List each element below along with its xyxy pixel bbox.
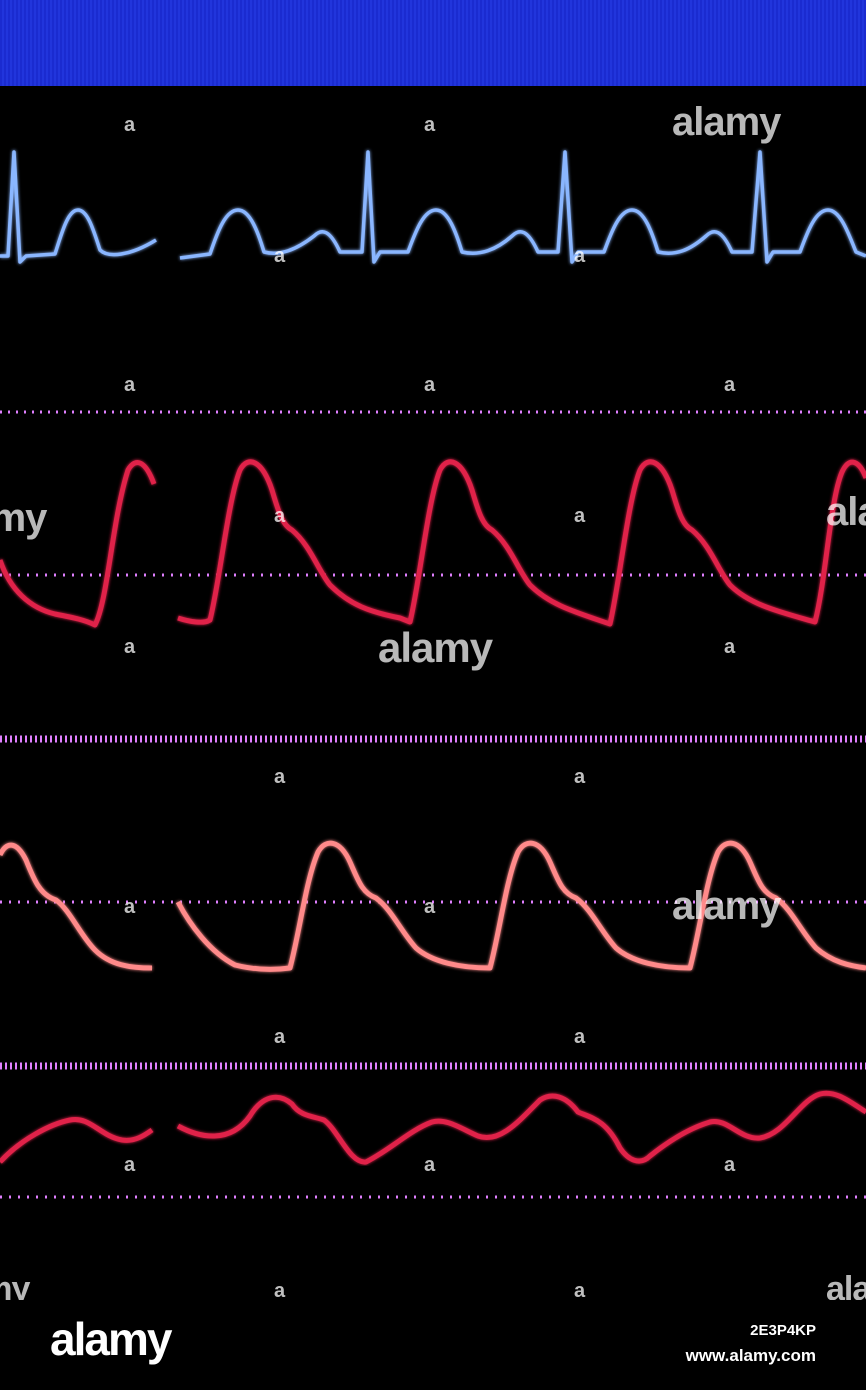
watermark-a-13: a bbox=[574, 766, 586, 788]
watermark-a-2: a bbox=[424, 114, 436, 136]
watermark-a-4: a bbox=[574, 245, 586, 267]
image-id-label: 2E3P4KP bbox=[750, 1322, 816, 1339]
watermark-a-6: a bbox=[424, 374, 436, 396]
watermark-alamy-center: alamy bbox=[378, 624, 493, 671]
watermark-a-1: a bbox=[124, 114, 136, 136]
alamy-logo: alamy bbox=[50, 1313, 172, 1365]
watermark-a-12: a bbox=[274, 766, 286, 788]
watermark-alamy-right: alamy bbox=[826, 490, 866, 534]
arterial-pressure-waveform bbox=[0, 459, 866, 628]
ecg-waveform bbox=[0, 150, 866, 264]
watermark-a-11: a bbox=[724, 636, 736, 658]
watermark-a-21: a bbox=[274, 1280, 286, 1302]
watermark-alamy-mid-right: alamy bbox=[672, 884, 781, 928]
watermark-a-19: a bbox=[424, 1154, 436, 1176]
watermark-a-17: a bbox=[574, 1026, 586, 1048]
site-url-label: www.alamy.com bbox=[685, 1346, 816, 1365]
watermark-a-5: a bbox=[124, 374, 136, 396]
watermark-a-22: a bbox=[574, 1280, 586, 1302]
watermark-a-14: a bbox=[124, 896, 136, 918]
watermark-alamy-top-right: alamy bbox=[672, 100, 781, 144]
watermark-a-16: a bbox=[274, 1026, 286, 1048]
watermark-a-20: a bbox=[724, 1154, 736, 1176]
watermark-a-3: a bbox=[274, 245, 286, 267]
watermark-footer bbox=[0, 1300, 866, 1390]
watermark-a-7: a bbox=[724, 374, 736, 396]
third-pressure-waveform bbox=[0, 1090, 866, 1165]
watermark-a-8: a bbox=[274, 505, 286, 527]
watermark-a-15: a bbox=[424, 896, 436, 918]
secondary-pressure-waveform bbox=[0, 840, 866, 972]
watermark-a-18: a bbox=[124, 1154, 136, 1176]
watermark-a-10: a bbox=[124, 636, 136, 658]
watermark-alamy-left: alamy bbox=[0, 496, 47, 540]
watermark-a-9: a bbox=[574, 505, 586, 527]
monitor-header-bar bbox=[0, 0, 866, 86]
